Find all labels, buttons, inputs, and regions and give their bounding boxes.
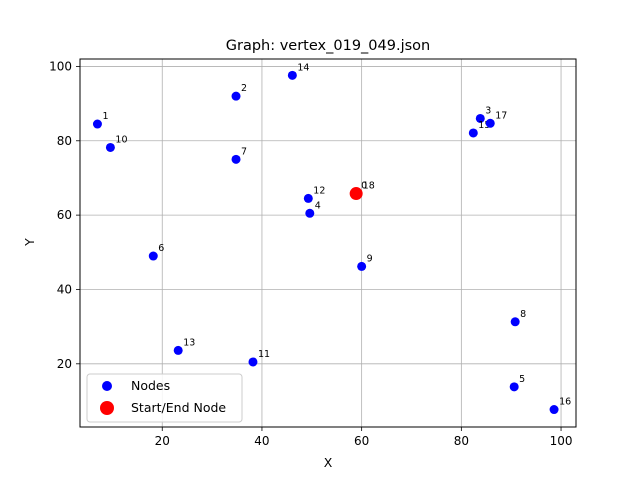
node-label: 3 [485, 105, 491, 116]
node-point [231, 91, 241, 101]
grid-lines [80, 59, 576, 427]
node-label: 11 [258, 349, 270, 360]
node-point [92, 119, 102, 129]
node-point [475, 113, 485, 123]
y-tick-label: 20 [57, 357, 72, 371]
node-label: 13 [183, 337, 195, 348]
node-point [231, 154, 241, 164]
node-label: 1 [102, 111, 108, 122]
node-label: 5 [519, 374, 525, 385]
legend-label-nodes: Nodes [131, 378, 170, 393]
node-point [357, 261, 367, 271]
node-label: 15 [478, 120, 490, 131]
y-tick-label: 40 [57, 282, 72, 296]
node-point [148, 251, 158, 261]
node-point [173, 345, 183, 355]
y-tick-label: 60 [57, 208, 72, 222]
x-tick-label: 20 [155, 434, 170, 448]
y-tick-label: 80 [57, 134, 72, 148]
x-axis-label: X [324, 455, 333, 470]
node-point [287, 70, 297, 80]
y-axis-label: Y [22, 238, 37, 247]
node-point [510, 317, 520, 327]
node-point [303, 193, 313, 203]
x-tick-label: 60 [354, 434, 369, 448]
node-label: 6 [158, 243, 164, 254]
node-label: 16 [559, 397, 571, 408]
legend: Nodes Start/End Node [86, 373, 243, 423]
x-tick-label: 80 [454, 434, 469, 448]
node-label: 2 [241, 83, 247, 94]
y-tick-label: 100 [49, 59, 72, 73]
node-label: 17 [495, 110, 507, 121]
plot-frame [79, 58, 577, 428]
chart-title: Graph: vertex_019_049.json [226, 38, 430, 54]
legend-marker-nodes [102, 381, 112, 391]
node-label: 7 [241, 146, 247, 157]
x-tick-label: 40 [254, 434, 269, 448]
node-point [509, 382, 519, 392]
node-label: 0 [361, 181, 367, 192]
node-point [305, 208, 315, 218]
node-point [468, 128, 478, 138]
legend-label-start-end: Start/End Node [131, 400, 226, 415]
node-label: 9 [367, 253, 373, 264]
node-label: 8 [520, 309, 526, 320]
x-tick-label: 100 [550, 434, 573, 448]
start-end-node-point [349, 187, 363, 201]
node-label: 4 [315, 200, 321, 211]
legend-box [86, 373, 243, 423]
node-label: 10 [115, 134, 127, 145]
node-point [549, 405, 559, 415]
legend-marker-start-end [100, 401, 114, 415]
node-point [105, 142, 115, 152]
node-label: 18 [363, 181, 375, 192]
node-point [485, 118, 495, 128]
node-label: 14 [297, 62, 309, 73]
node-point [248, 357, 258, 367]
node-label: 12 [313, 185, 325, 196]
